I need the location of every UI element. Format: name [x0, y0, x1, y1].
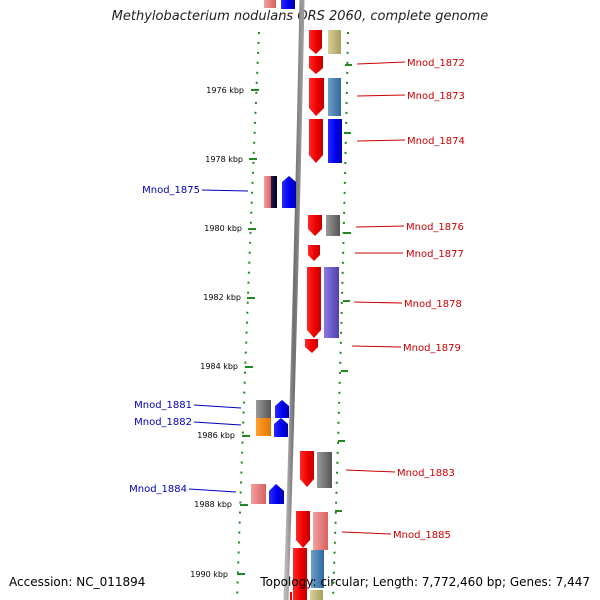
scale-label: 1988 kbp: [194, 500, 232, 509]
forward-genes: [290, 56, 342, 600]
gene-label: Mnod_1883: [397, 468, 455, 479]
gene-label: Mnod_1881: [134, 400, 192, 411]
reverse-labels: Mnod_1875 Mnod_1881 Mnod_1882 Mnod_1884: [129, 185, 249, 495]
gene-label: Mnod_1875: [142, 185, 200, 196]
gene-block: [256, 418, 271, 436]
gene-arrow: [308, 215, 322, 236]
genome-backbone: [283, 0, 305, 600]
forward-labels: Mnod_1872 Mnod_1873 Mnod_1874 Mnod_1876 …: [341, 58, 465, 541]
gene-arrow: [296, 511, 310, 548]
gene-label: Mnod_1879: [403, 343, 461, 354]
scale-labels: 1976 kbp 1978 kbp 1980 kbp 1982 kbp 1984…: [190, 86, 244, 579]
topology-label: Topology: circular; Length: 7,772,460 bp…: [260, 575, 590, 589]
gene-block: [264, 176, 271, 208]
gene-label: Mnod_1884: [129, 484, 187, 495]
gene-block: [313, 512, 328, 550]
gene-label: Mnod_1876: [406, 222, 464, 233]
scale-label: 1986 kbp: [197, 431, 235, 440]
gene-arrow: [309, 119, 323, 163]
gene-label: Mnod_1878: [404, 299, 462, 310]
gene-block: [256, 400, 271, 418]
left-ruler-ticks: [237, 89, 259, 575]
gene-arrow: [275, 400, 289, 418]
top-partial-features: [264, 0, 341, 54]
gene-arrow: [307, 267, 321, 338]
gene-label: Mnod_1872: [407, 58, 465, 69]
gene-block: [326, 215, 340, 236]
gene-arrow: [269, 484, 284, 504]
scale-label: 1978 kbp: [205, 155, 243, 164]
gene-arrow: [309, 30, 322, 54]
gene-arrow: [282, 176, 296, 208]
gene-block: [317, 452, 332, 488]
gene-label: Mnod_1882: [134, 417, 192, 428]
right-ruler-ticks: [335, 64, 352, 512]
gene-block: [328, 119, 342, 163]
gene-label: Mnod_1874: [407, 136, 465, 147]
gene-label: Mnod_1885: [393, 530, 451, 541]
scale-label: 1980 kbp: [204, 224, 242, 233]
gene-block: [310, 590, 323, 600]
gene-arrow: [309, 56, 323, 74]
gene-arrow: [308, 245, 320, 261]
gene-block: [251, 484, 266, 504]
gene-block: [290, 592, 292, 600]
gene-arrow: [300, 451, 314, 487]
gene-block: [328, 78, 341, 116]
gene-block: [311, 550, 324, 588]
reverse-genes: [251, 176, 296, 504]
gene-arrow: [305, 339, 318, 353]
gene-label: Mnod_1873: [407, 91, 465, 102]
gene-block: [324, 267, 339, 338]
gene-arrow: [293, 548, 307, 600]
gene-label: Mnod_1877: [406, 249, 464, 260]
scale-label: 1976 kbp: [206, 86, 244, 95]
scale-label: 1984 kbp: [200, 362, 238, 371]
gene-arrow: [274, 418, 288, 437]
accession-label: Accession: NC_011894: [9, 575, 146, 589]
gene-arrow: [309, 78, 324, 116]
scale-label: 1982 kbp: [203, 293, 241, 302]
gene-block: [271, 176, 277, 208]
scale-label: 1990 kbp: [190, 570, 228, 579]
left-ruler: [236, 31, 260, 600]
